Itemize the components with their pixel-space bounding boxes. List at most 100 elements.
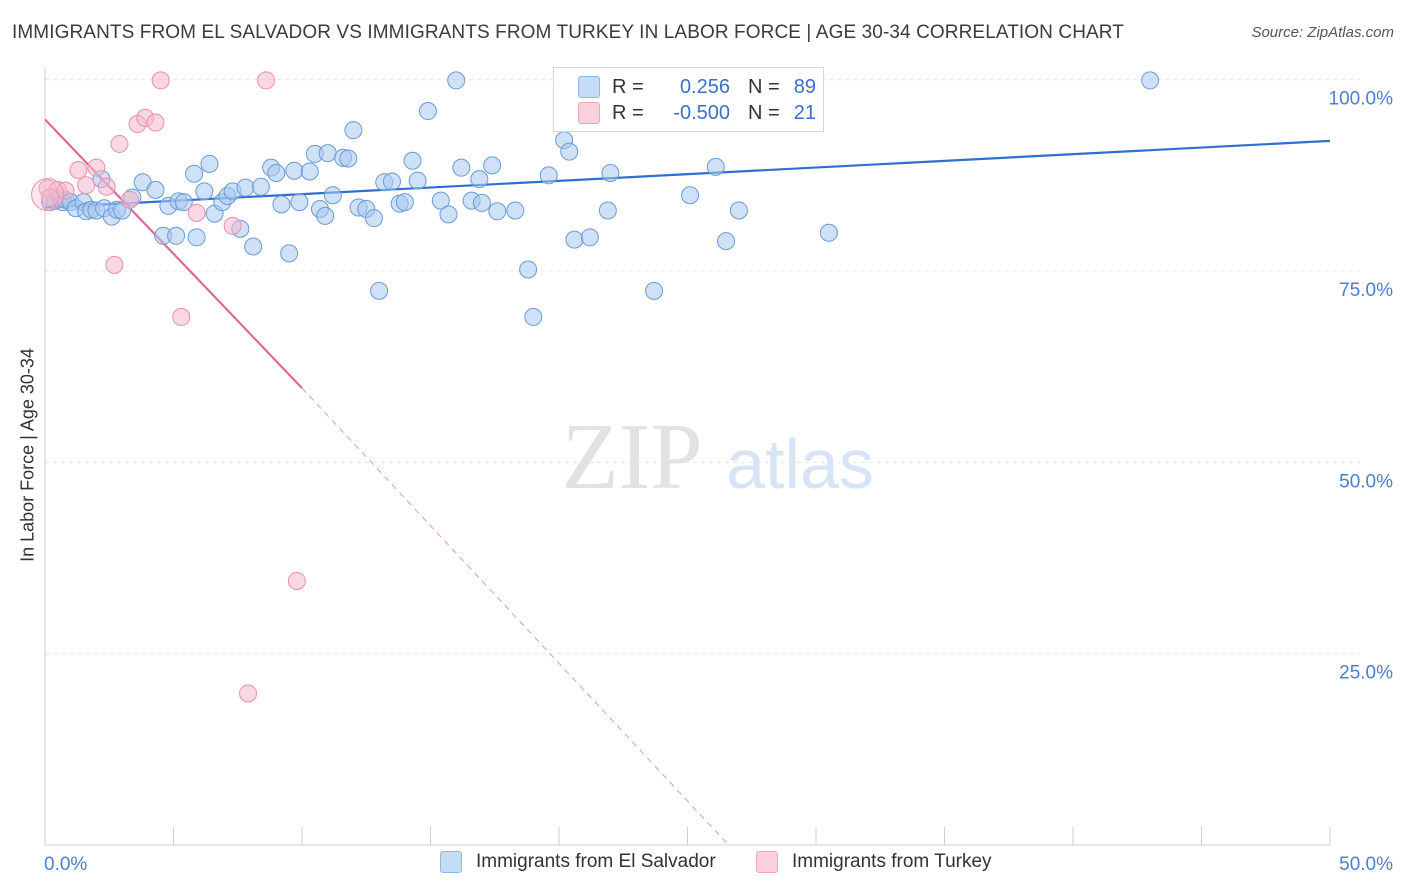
point-turkey	[287, 571, 306, 590]
point-el-salvador	[524, 307, 543, 326]
data-points	[31, 71, 1160, 703]
point-el-salvador	[483, 156, 502, 175]
point-el-salvador	[403, 151, 422, 170]
point-el-salvador	[244, 237, 263, 256]
y-tick-label: 75.0%	[1339, 280, 1393, 301]
point-el-salvador	[408, 171, 427, 190]
point-el-salvador	[280, 244, 299, 263]
point-el-salvador	[195, 182, 214, 201]
point-el-salvador	[251, 177, 270, 196]
tick-labels: 25.0% 50.0% 75.0% 100.0% 0.0% 50.0%	[44, 89, 1393, 875]
watermark: ZIP atlas	[562, 405, 874, 509]
point-turkey	[257, 71, 276, 90]
legend-n-label: N =	[748, 75, 780, 98]
point-el-salvador	[146, 180, 165, 199]
point-el-salvador	[364, 209, 383, 228]
point-el-salvador	[717, 232, 736, 251]
legend-swatch-el-salvador	[578, 76, 600, 98]
legend-swatch-turkey	[578, 102, 600, 124]
point-el-salvador	[439, 205, 458, 224]
legend-n-value: 21	[793, 101, 816, 124]
legend-row-turkey: R = -0.500 N = 21	[578, 101, 816, 125]
point-el-salvador	[267, 164, 286, 183]
point-el-salvador	[472, 193, 491, 212]
point-el-salvador	[488, 202, 507, 221]
legend-r-label: R =	[612, 101, 644, 124]
bottom-legend-item-el-salvador: Immigrants from El Salvador	[440, 851, 716, 873]
point-el-salvador	[236, 178, 255, 197]
point-turkey	[239, 684, 258, 703]
bottom-legend-swatch-el-salvador	[440, 851, 462, 873]
point-turkey	[97, 177, 116, 196]
point-el-salvador	[370, 281, 389, 300]
point-el-salvador	[706, 157, 725, 176]
point-turkey	[31, 177, 65, 211]
point-el-salvador	[272, 195, 291, 214]
point-turkey	[110, 134, 129, 153]
point-el-salvador	[382, 172, 401, 191]
bottom-legend: Immigrants from El Salvador Immigrants f…	[0, 851, 1406, 879]
point-turkey	[187, 203, 206, 222]
point-el-salvador	[318, 144, 337, 163]
point-el-salvador	[681, 186, 700, 205]
y-axis-label: In Labor Force | Age 30-34	[17, 348, 38, 562]
point-el-salvador	[200, 154, 219, 173]
point-el-salvador	[174, 193, 193, 212]
source-label: Source: ZipAtlas.com	[1251, 24, 1394, 41]
watermark-atlas: atlas	[726, 425, 874, 503]
bottom-legend-swatch-turkey	[756, 851, 778, 873]
legend-n-value: 89	[793, 75, 816, 98]
point-el-salvador	[187, 228, 206, 247]
point-el-salvador	[580, 228, 599, 247]
bottom-legend-label: Immigrants from El Salvador	[476, 851, 716, 872]
point-turkey	[105, 255, 124, 274]
trend-line-turkey	[44, 118, 303, 389]
trend-lines	[44, 118, 1331, 846]
point-el-salvador	[418, 102, 437, 121]
trend-line-el-salvador	[44, 139, 1331, 209]
point-turkey	[151, 71, 170, 90]
bottom-legend-label: Immigrants from Turkey	[792, 851, 992, 872]
chart-title: IMMIGRANTS FROM EL SALVADOR VS IMMIGRANT…	[12, 22, 1124, 43]
point-el-salvador	[290, 193, 309, 212]
point-el-salvador	[431, 191, 450, 210]
x-tick-label: 50.0%	[1339, 854, 1393, 875]
x-tick-label: 0.0%	[44, 854, 87, 875]
point-turkey	[120, 190, 139, 209]
point-el-salvador	[601, 164, 620, 183]
point-el-salvador	[323, 186, 342, 205]
legend-row-el-salvador: R = 0.256 N = 89	[578, 75, 816, 99]
point-el-salvador	[729, 201, 748, 220]
point-el-salvador	[598, 201, 617, 220]
point-turkey	[69, 160, 88, 179]
grid-lines	[45, 79, 1360, 655]
legend-r-value: -0.500	[673, 101, 730, 124]
legend-r-value: 0.256	[679, 75, 730, 98]
legend-r-label: R =	[612, 75, 644, 98]
bottom-legend-item-turkey: Immigrants from Turkey	[756, 851, 992, 873]
trend-line-turkey-extension	[301, 387, 729, 846]
point-el-salvador	[560, 142, 579, 161]
point-el-salvador	[167, 226, 186, 245]
point-el-salvador	[344, 121, 363, 140]
point-el-salvador	[819, 223, 838, 242]
point-el-salvador	[519, 260, 538, 279]
point-el-salvador	[285, 161, 304, 180]
point-el-salvador	[506, 201, 525, 220]
point-turkey	[87, 158, 106, 177]
point-el-salvador	[539, 166, 558, 185]
point-el-salvador	[645, 281, 664, 300]
point-el-salvador	[316, 206, 335, 225]
point-turkey	[172, 307, 191, 326]
point-turkey	[223, 216, 242, 235]
point-el-salvador	[447, 71, 466, 90]
point-el-salvador	[185, 164, 204, 183]
point-el-salvador	[470, 170, 489, 189]
point-turkey	[77, 176, 96, 195]
watermark-zip: ZIP	[562, 405, 703, 509]
legend-n-label: N =	[748, 101, 780, 124]
stats-legend: R = 0.256 N = 89 R = -0.500 N = 21	[553, 67, 824, 132]
point-el-salvador	[452, 158, 471, 177]
point-el-salvador	[1141, 71, 1160, 90]
